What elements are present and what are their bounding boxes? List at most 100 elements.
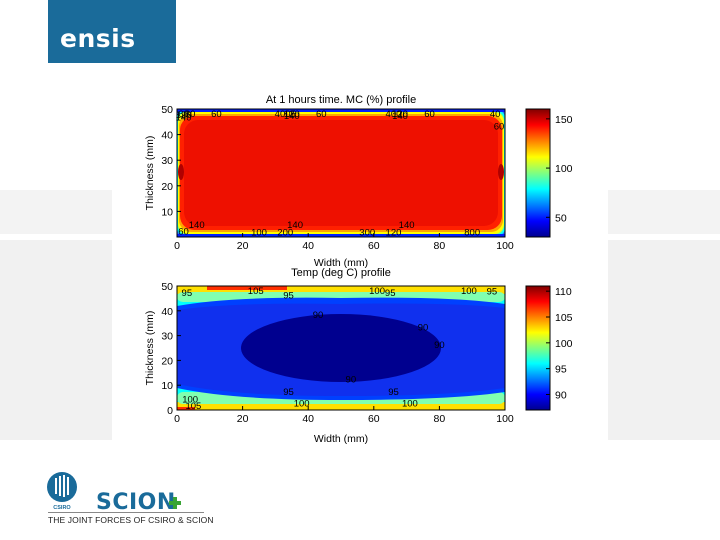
colorbar-tick-label: 50 [555, 212, 567, 224]
contour-label: 60 [494, 121, 505, 132]
y-tick-label: 40 [161, 306, 173, 318]
temp-y-axis-label: Thickness (mm) [144, 311, 156, 386]
y-tick-label: 0 [167, 405, 173, 417]
colorbar-tick-label: 100 [555, 163, 573, 175]
contour-label: 140 [189, 220, 205, 231]
footer-divider [48, 512, 204, 513]
x-tick-label: 20 [237, 240, 249, 252]
contour-label: 100 [251, 227, 267, 238]
contour-label: 90 [313, 310, 324, 321]
colorbar-tick-label: 150 [555, 114, 573, 126]
y-tick-label: 50 [161, 104, 173, 116]
temp-plot-frame [176, 285, 506, 411]
contour-label: 60 [211, 109, 222, 120]
y-tick-label: 10 [161, 206, 173, 218]
contour-label: 120 [176, 110, 192, 121]
x-tick-label: 0 [174, 413, 180, 425]
y-tick-label: 30 [161, 331, 173, 343]
y-tick-label: 30 [161, 155, 173, 167]
temp-x-axis-label: Width (mm) [314, 433, 368, 445]
contour-label: 105 [185, 401, 201, 412]
contour-label: 140 [399, 220, 415, 231]
contour-label: 140 [176, 113, 192, 124]
contour-label: 90 [418, 323, 429, 334]
contour-label: 140 [287, 220, 303, 231]
y-tick-label: 20 [161, 181, 173, 193]
footer: CSIRO SCION [0, 462, 720, 540]
contour-label: 140 [284, 111, 300, 122]
mc-contour-field [177, 109, 505, 237]
x-tick-label: 40 [302, 240, 314, 252]
contour-label: 95 [487, 287, 498, 298]
contour-label: 95 [283, 387, 294, 398]
colorbar-tick-label: 95 [555, 364, 567, 376]
x-tick-label: 80 [434, 413, 446, 425]
contour-label: 60 [178, 109, 189, 120]
mc-y-axis-label: Thickness (mm) [144, 136, 156, 211]
contour-label: 40 [490, 109, 501, 120]
x-tick-label: 100 [496, 240, 514, 252]
colorbar-tick-label: 105 [555, 312, 573, 324]
contour-label: 200 [277, 227, 293, 238]
mc-plot-frame [176, 108, 506, 238]
mc-chart-title: At 1 hours time. MC (%) profile [266, 94, 416, 106]
ensis-logo-text: ensis [60, 24, 136, 53]
y-tick-label: 50 [161, 281, 173, 293]
contour-label: 95 [283, 290, 294, 301]
contour-label: 140 [392, 111, 408, 122]
contour-label: 800 [464, 227, 480, 238]
y-tick-label: 10 [161, 380, 173, 392]
contour-label: 105 [248, 286, 264, 297]
x-tick-label: 60 [368, 413, 380, 425]
contour-label: 100 [182, 395, 198, 406]
footer-logos: CSIRO SCION [47, 472, 181, 515]
contour-label: 100 [461, 286, 477, 297]
figure-panel: 60 80 120 140 60 4005 120 140 60 400 120 140 60 40 60 1… [112, 74, 608, 456]
contour-label: 90 [434, 340, 445, 351]
contour-label: 60 [316, 109, 327, 120]
x-tick-label: 100 [496, 413, 514, 425]
ensis-logo: ensis [48, 0, 176, 63]
temp-colorbar-ticks: 90 95 100 105 110 [546, 286, 573, 402]
contour-label: 100 [294, 398, 310, 409]
contour-label: 95 [182, 288, 193, 299]
y-tick-label: 40 [161, 130, 173, 142]
contour-label: 90 [346, 375, 357, 386]
x-tick-label: 0 [174, 240, 180, 252]
footer-tagline: THE JOINT FORCES OF CSIRO & SCION [48, 515, 214, 525]
x-tick-label: 40 [302, 413, 314, 425]
x-tick-label: 80 [434, 240, 446, 252]
scion-plus-icon [169, 497, 181, 509]
contour-label: 400 [386, 109, 402, 120]
mc-colorbar [525, 108, 551, 238]
contour-label: 60 [178, 226, 189, 237]
contour-label: 300 [359, 227, 375, 238]
mc-x-axis-label: Width (mm) [314, 257, 368, 269]
colorbar-tick-label: 100 [555, 338, 573, 350]
mc-colorbar-ticks: 50 100 150 [546, 114, 573, 224]
x-tick-label: 60 [368, 240, 380, 252]
temp-colorbar [525, 285, 551, 411]
csiro-label: CSIRO [53, 505, 71, 511]
contour-label: 120 [386, 227, 402, 238]
contour-label: 100 [369, 286, 385, 297]
colorbar-tick-label: 110 [555, 286, 572, 298]
scion-wordmark: SCION [96, 490, 176, 515]
contour-label: 100 [402, 398, 418, 409]
contour-label: 80 [185, 109, 196, 120]
contour-label: 120 [392, 109, 408, 120]
contour-label: 4005 [275, 109, 296, 120]
temp-chart-title: Temp (deg C) profile [291, 267, 391, 279]
y-tick-label: 20 [161, 355, 173, 367]
contour-label: 120 [284, 109, 300, 120]
x-tick-label: 20 [237, 413, 249, 425]
colorbar-tick-label: 90 [555, 390, 567, 402]
temp-contour-field [177, 286, 505, 410]
contour-label: 95 [388, 387, 399, 398]
contour-label: 60 [424, 109, 435, 120]
